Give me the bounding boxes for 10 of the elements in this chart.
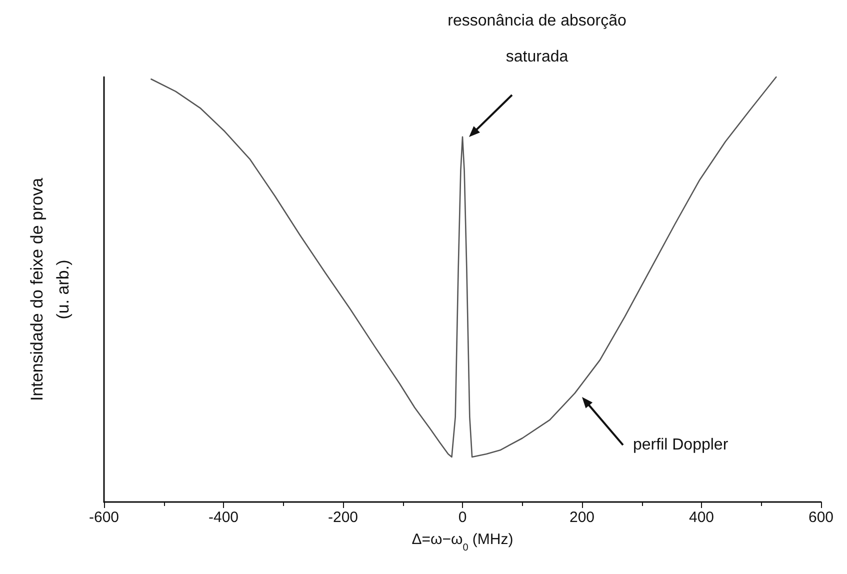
x-tick-label: -200 (328, 509, 358, 526)
x-tick-label: 400 (688, 509, 714, 526)
y-axis-title: Intensidade do feixe de prova (u. arb.) (28, 177, 72, 402)
x-tick-label: 200 (569, 509, 595, 526)
text: ressonância de absorção saturada (448, 12, 626, 66)
x-tick-label: -400 (208, 509, 239, 526)
annotation: perfil Doppler (633, 436, 729, 454)
x-tick-label: 600 (808, 509, 834, 526)
x-tick-label: -600 (88, 509, 120, 526)
x-tick-label: 0 (458, 509, 467, 526)
